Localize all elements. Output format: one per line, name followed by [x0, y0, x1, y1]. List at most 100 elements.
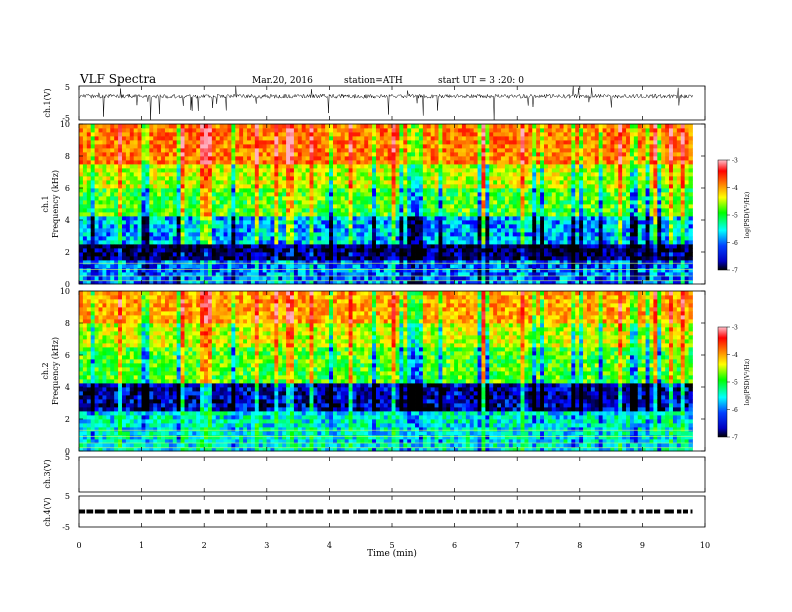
spectrogram-cell [180, 232, 185, 237]
spectrogram-cell [184, 264, 189, 269]
spectrogram-cell [536, 164, 541, 169]
spectrogram-cell [274, 124, 279, 129]
spectrogram-cell [559, 216, 564, 221]
spectrogram-cell [430, 208, 435, 213]
spectrogram-cell [293, 160, 299, 165]
spectrogram-cell [559, 172, 564, 177]
spectrogram-cell [231, 244, 236, 249]
spectrogram-cell [231, 248, 236, 253]
spectrogram-cell [114, 136, 119, 141]
spectrogram-cell [141, 148, 146, 153]
spectrogram-cell [180, 140, 185, 145]
spectrogram-cell [481, 140, 486, 145]
spectrogram-cell [356, 248, 361, 253]
spectrogram-cell [399, 192, 404, 197]
spectrogram-cell [434, 168, 439, 173]
spectrogram-cell [329, 124, 334, 129]
spectrogram-cell [211, 240, 217, 245]
spectrogram-cell [290, 180, 295, 185]
spectrogram-cell [297, 208, 303, 213]
spectrogram-cell [547, 172, 553, 177]
spectrogram-cell [321, 140, 326, 145]
spectrogram-cell [469, 200, 475, 205]
spectrogram-cell [110, 280, 115, 285]
spectrogram-cell [555, 192, 561, 197]
spectrogram-cell [422, 208, 428, 213]
spectrogram-cell [360, 268, 365, 273]
spectrogram-cell [239, 228, 244, 233]
spectrogram-cell [430, 192, 435, 197]
spectrogram-cell [293, 244, 299, 249]
spectrogram-cell [360, 128, 365, 133]
spectrogram-cell [266, 228, 271, 233]
spectrogram-cell [438, 200, 443, 205]
spectrogram-cell [458, 272, 463, 277]
spectrogram-cell [317, 184, 322, 189]
spectrogram-cell [391, 244, 396, 249]
spectrogram-cell [340, 212, 346, 217]
spectrogram-cell [94, 200, 99, 205]
spectrogram-cell [282, 208, 287, 213]
spectrogram-cell [211, 152, 217, 157]
spectrogram-cell [325, 128, 330, 133]
spectrogram-cell [563, 176, 568, 181]
spectrogram-cell [235, 272, 240, 277]
spectrogram-cell [223, 228, 228, 233]
spectrogram-cell [86, 164, 92, 169]
spectrogram-cell [477, 164, 482, 169]
spectrogram-cell [282, 260, 287, 265]
spectrogram-cell [415, 172, 420, 177]
spectrogram-cell [501, 200, 506, 205]
spectrogram-cell [403, 240, 408, 245]
spectrogram-cell [204, 196, 209, 201]
spectrogram-cell [106, 188, 111, 193]
spectrogram-cell [329, 280, 334, 285]
spectrogram-cell [340, 216, 346, 221]
spectrogram-cell [102, 240, 107, 245]
spectrogram-cell [176, 196, 181, 201]
spectrogram-cell [82, 188, 88, 193]
spectrogram-cell [250, 176, 256, 181]
spectrogram-cell [375, 128, 381, 133]
spectrogram-cell [262, 160, 267, 165]
spectrogram-cell [508, 140, 514, 145]
spectrogram-cell [356, 176, 361, 181]
spectrogram-cell [149, 252, 154, 257]
spectrogram-cell [188, 236, 193, 241]
spectrogram-cell [176, 204, 181, 209]
spectrogram-cell [176, 264, 181, 269]
spectrogram-cell [141, 180, 146, 185]
spectrogram-cell [290, 152, 295, 157]
spectrogram-cell [114, 180, 119, 185]
spectrogram-cell [305, 212, 310, 217]
spectrogram-cell [145, 236, 150, 241]
spectrogram-cell [282, 124, 287, 129]
spectrogram-cell [555, 176, 561, 181]
spectrogram-cell [231, 152, 236, 157]
spectrogram-cell [375, 220, 381, 225]
spectrogram-cell [352, 180, 357, 185]
spectrogram-cell [512, 184, 518, 189]
spectrogram-cell [157, 216, 162, 221]
spectrogram-cell [211, 140, 217, 145]
spectrogram-cell [258, 260, 264, 265]
spectrogram-cell [540, 160, 545, 165]
spectrogram-cell [411, 136, 416, 141]
spectrogram-cell [473, 272, 478, 277]
spectrogram-cell [110, 172, 115, 177]
spectrogram-cell [204, 200, 209, 205]
spectrogram-cell [516, 188, 521, 193]
spectrogram-cell [536, 152, 541, 157]
spectrogram-cell [508, 248, 514, 253]
spectrogram-cell [524, 184, 529, 189]
spectrogram-cell [223, 176, 228, 181]
spectrogram-cell [141, 160, 146, 165]
spectrogram-cell [481, 276, 486, 281]
spectrogram-cell [188, 248, 193, 253]
spectrogram-cell [262, 152, 267, 157]
spectrogram-cell [219, 236, 224, 241]
spectrogram-cell [247, 252, 252, 257]
spectrogram-cell [383, 208, 389, 213]
spectrogram-cell [438, 244, 443, 249]
spectrogram-cell [223, 160, 228, 165]
